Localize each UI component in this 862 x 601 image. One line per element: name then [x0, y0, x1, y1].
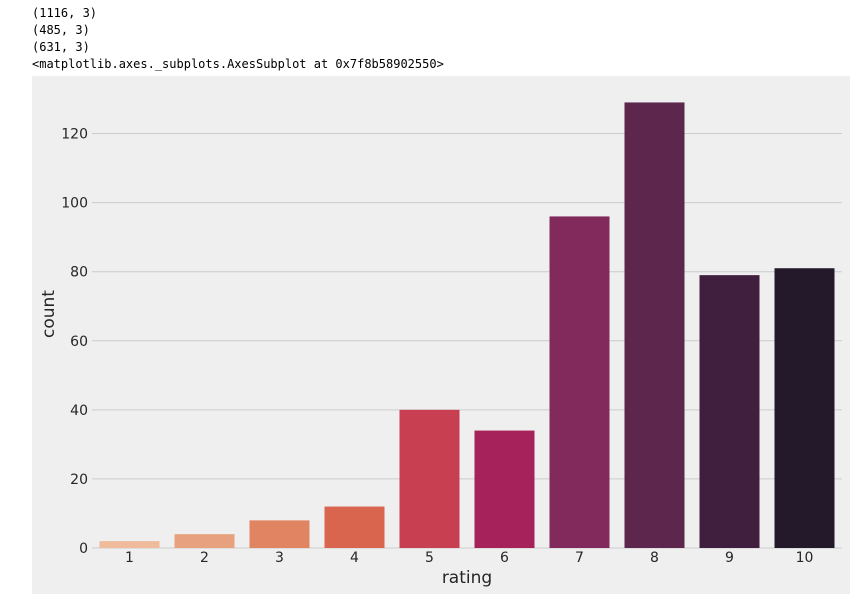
bar-8: [624, 102, 685, 548]
x-tick-label: 1: [125, 550, 134, 566]
x-tick-label: 7: [575, 550, 584, 566]
bar-6: [474, 430, 535, 548]
y-tick-label: 80: [70, 265, 88, 281]
output-line: (485, 3): [32, 23, 90, 37]
x-tick-label: 6: [500, 550, 509, 566]
bar-7: [549, 216, 610, 548]
x-tick-label: 3: [275, 550, 284, 566]
y-tick-label: 0: [79, 541, 88, 557]
y-tick-label: 60: [70, 334, 88, 350]
x-tick-label: 5: [425, 550, 434, 566]
output-line: (1116, 3): [32, 6, 98, 20]
bar-2: [174, 534, 235, 548]
y-tick-label: 40: [70, 403, 88, 419]
x-tick-label: 9: [725, 550, 734, 566]
bar-3: [249, 520, 310, 548]
cell-output: (1116, 3) (485, 3) (631, 3) <matplotlib.…: [0, 0, 862, 76]
y-tick-label: 20: [70, 472, 88, 488]
bar-1: [99, 541, 160, 548]
x-tick-label: 4: [350, 550, 359, 566]
x-axis-label: rating: [442, 568, 492, 588]
bar-4: [324, 506, 385, 548]
output-line: (631, 3): [32, 40, 90, 54]
x-tick-label: 10: [796, 550, 814, 566]
y-axis-label: count: [39, 290, 59, 338]
output-line: <matplotlib.axes._subplots.AxesSubplot a…: [32, 57, 444, 71]
bar-10: [774, 268, 835, 548]
y-tick-label: 120: [61, 127, 88, 143]
bar-5: [399, 409, 460, 548]
x-tick-label: 8: [650, 550, 659, 566]
x-tick-label: 2: [200, 550, 209, 566]
y-tick-label: 100: [61, 196, 88, 212]
bar-9: [699, 275, 760, 548]
